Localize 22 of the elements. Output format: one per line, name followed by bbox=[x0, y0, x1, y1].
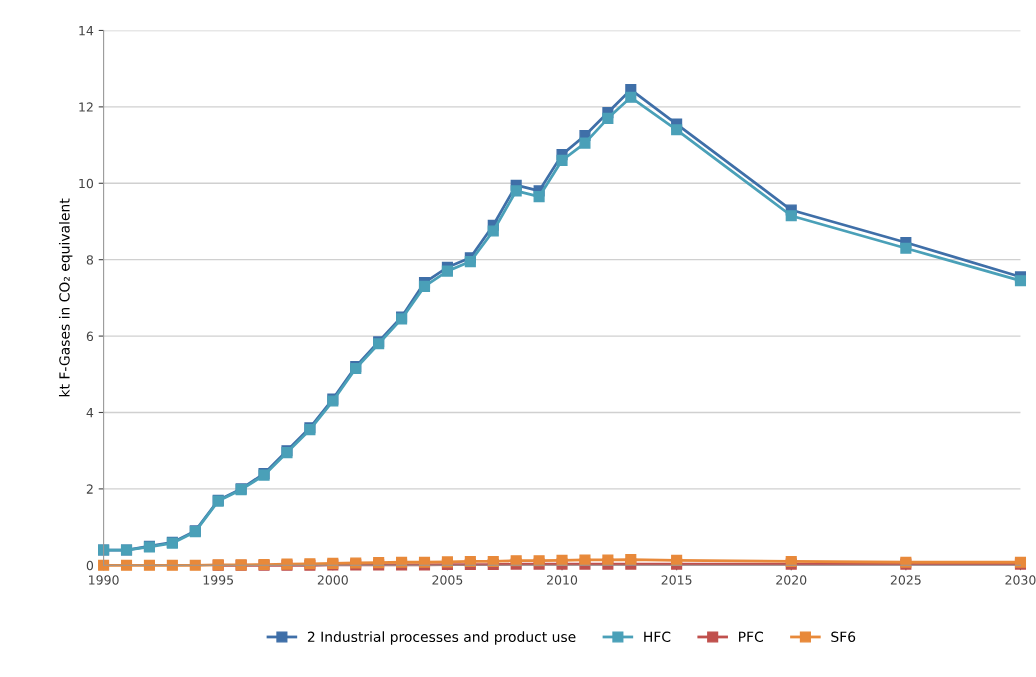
y-tick-label: 2 bbox=[86, 484, 93, 494]
x-tick-label: 2025 bbox=[890, 575, 921, 585]
legend-label: HFC bbox=[644, 631, 671, 643]
legend-label: PFC bbox=[739, 631, 763, 643]
x-tick-label: 2015 bbox=[661, 575, 692, 585]
x-tick-label: 2000 bbox=[317, 575, 348, 585]
y-axis-title: kt F-Gases in CO₂ equivalent bbox=[58, 198, 73, 397]
y-tick-label: 0 bbox=[86, 560, 94, 571]
y-tick-label: 12 bbox=[79, 102, 93, 112]
x-tick-label: 2010 bbox=[547, 575, 578, 585]
legend-label: 2 Industrial processes and product use bbox=[307, 631, 576, 645]
x-tick-label: 2005 bbox=[432, 575, 463, 585]
legend-label: SF6 bbox=[831, 631, 856, 643]
x-tick-label: 1995 bbox=[203, 575, 234, 585]
y-tick-label: 4 bbox=[86, 408, 94, 418]
y-tick-label: 14 bbox=[79, 26, 94, 36]
x-tick-label: 2020 bbox=[776, 575, 807, 585]
y-tick-label: 10 bbox=[79, 178, 94, 189]
y-tick-label: 6 bbox=[86, 331, 94, 342]
x-tick-label: 1990 bbox=[89, 575, 119, 585]
x-tick-label: 2030 bbox=[1005, 575, 1036, 585]
y-tick-label: 8 bbox=[86, 255, 94, 265]
